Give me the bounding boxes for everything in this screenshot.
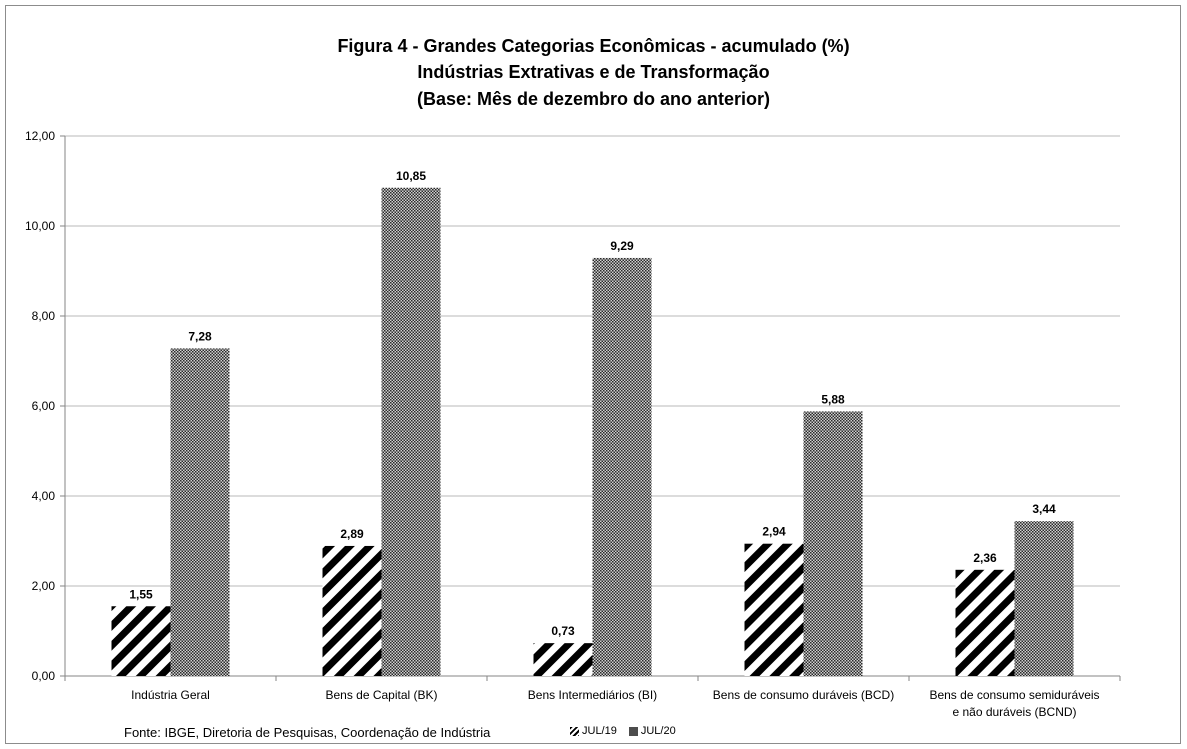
data-label-jul19: 2,94 [762,525,786,539]
data-label-jul20: 7,28 [188,329,212,343]
bar-jul19 [323,546,382,676]
bar-jul19 [745,544,804,676]
y-tick-label: 12,00 [25,129,55,143]
category-label: Indústria Geral [131,688,210,702]
data-label-jul19: 2,89 [340,527,364,541]
y-tick-label: 4,00 [32,489,56,503]
category-label: Bens de Capital (BK) [325,688,437,702]
y-tick-label: 0,00 [32,669,56,683]
bar-jul20 [593,258,652,676]
y-tick-label: 8,00 [32,309,56,323]
bar-jul20 [1015,521,1074,676]
y-tick-label: 10,00 [25,219,55,233]
legend-label-jul20: JUL/20 [641,725,676,737]
data-label-jul20: 9,29 [610,239,634,253]
y-tick-label: 6,00 [32,399,56,413]
legend-swatch-jul20 [629,727,638,736]
data-label-jul19: 0,73 [551,624,575,638]
category-label: Bens de consumo duráveis (BCD) [713,688,894,702]
category-label: Bens de consumo semiduráveis [929,688,1099,702]
legend-swatch-jul19 [570,727,579,736]
legend: JUL/19 JUL/20 [570,725,676,737]
y-tick-label: 2,00 [32,579,56,593]
legend-label-jul19: JUL/19 [582,725,617,737]
bar-jul19 [112,606,171,676]
source-note: Fonte: IBGE, Diretoria de Pesquisas, Coo… [124,725,490,740]
bar-jul20 [382,188,441,676]
data-label-jul20: 10,85 [396,169,426,183]
bar-jul20 [804,411,863,676]
data-label-jul20: 5,88 [821,392,845,406]
category-label: Bens Intermediários (BI) [528,688,657,702]
bar-jul20 [171,348,230,676]
data-label-jul19: 1,55 [129,587,153,601]
category-label: e não duráveis (BCND) [952,705,1076,719]
bar-jul19 [534,643,593,676]
legend-item-jul20: JUL/20 [629,725,676,737]
bar-jul19 [956,570,1015,676]
legend-item-jul19: JUL/19 [570,725,617,737]
data-label-jul20: 3,44 [1032,502,1056,516]
data-label-jul19: 2,36 [973,551,997,565]
